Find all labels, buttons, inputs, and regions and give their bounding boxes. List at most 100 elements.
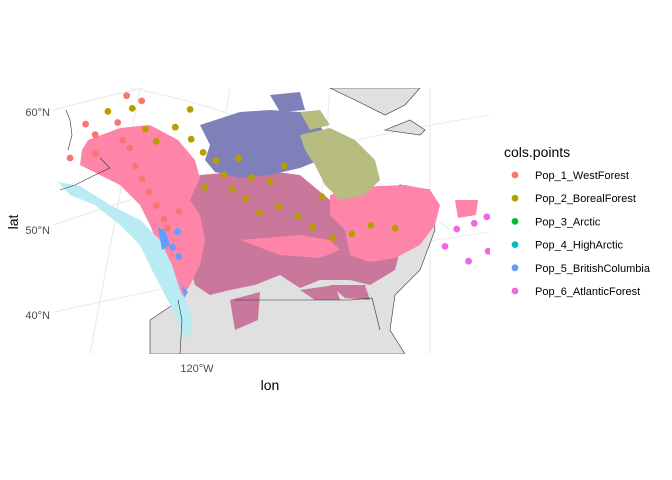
sample-point-pop_3_arctic bbox=[350, 23, 357, 30]
range-boreal bbox=[150, 170, 400, 330]
sample-point-pop_3_arctic bbox=[271, 30, 278, 37]
legend-label: Pop_5_BritishColumbia bbox=[535, 263, 651, 275]
sample-point-pop_3_arctic bbox=[212, 57, 219, 64]
sample-point-pop_3_arctic bbox=[246, 37, 253, 44]
legend-label: Pop_6_AtlanticForest bbox=[535, 286, 640, 298]
x-axis: 120°W bbox=[180, 363, 214, 375]
sample-point-pop_5_britishcolumbia bbox=[169, 244, 176, 251]
range-west bbox=[80, 125, 478, 300]
sample-point-pop_2_borealforest bbox=[220, 171, 228, 179]
sample-point-pop_1_westforest bbox=[82, 120, 89, 128]
map-panel bbox=[54, 0, 528, 354]
sample-point-pop_3_arctic bbox=[261, 61, 268, 68]
sample-point-pop_2_borealforest bbox=[248, 174, 255, 181]
sample-point-pop_3_arctic bbox=[181, 47, 188, 54]
sample-point-pop_2_borealforest bbox=[187, 135, 195, 143]
sample-point-pop_2_borealforest bbox=[128, 105, 136, 112]
sample-point-pop_6_atlanticforest bbox=[483, 213, 490, 221]
sample-point-pop_1_westforest bbox=[114, 119, 122, 126]
sample-point-pop_3_arctic bbox=[203, 33, 210, 40]
sample-point-pop_3_arctic bbox=[287, 20, 294, 27]
sample-point-pop_1_westforest bbox=[132, 162, 139, 170]
sample-point-pop_2_borealforest bbox=[256, 209, 263, 217]
y-axis-title: lat bbox=[5, 215, 21, 230]
sample-point-pop_2_borealforest bbox=[201, 184, 208, 191]
sample-point-pop_6_atlanticforest bbox=[465, 257, 472, 265]
sample-point-pop_1_westforest bbox=[92, 150, 99, 158]
legend-key bbox=[511, 171, 519, 179]
sample-point-pop_5_britishcolumbia bbox=[174, 228, 182, 236]
sample-point-pop_1_westforest bbox=[145, 188, 153, 196]
sample-point-pop_2_borealforest bbox=[199, 149, 207, 156]
sample-point-pop_4_higharctic bbox=[364, 0, 371, 6]
sample-point-pop_1_westforest bbox=[164, 225, 171, 232]
sample-point-pop_4_higharctic bbox=[375, 31, 382, 38]
sample-point-pop_1_westforest bbox=[91, 131, 99, 139]
sample-point-pop_6_atlanticforest bbox=[484, 247, 490, 255]
sample-point-pop_1_westforest bbox=[123, 92, 130, 100]
sample-point-pop_2_borealforest bbox=[171, 123, 179, 131]
x-tick-label: 120°W bbox=[180, 363, 214, 375]
sample-point-pop_5_britishcolumbia bbox=[175, 253, 183, 260]
y-axis: 60°N 50°N 40°N bbox=[25, 107, 50, 322]
sample-point-pop_6_atlanticforest bbox=[453, 225, 461, 233]
sample-point-pop_4_higharctic bbox=[358, 19, 365, 26]
sample-point-pop_3_arctic bbox=[222, 35, 229, 42]
legend-entries: Pop_1_WestForest Pop_2_BorealForest Pop_3_… bbox=[511, 170, 651, 298]
sample-point-pop_2_borealforest bbox=[348, 230, 356, 238]
sample-point-pop_3_arctic bbox=[318, 0, 325, 1]
y-tick-label: 60°N bbox=[25, 107, 50, 119]
range-higharctic bbox=[300, 110, 380, 200]
legend-label: Pop_1_WestForest bbox=[535, 170, 629, 182]
sample-point-pop_3_arctic bbox=[295, 55, 302, 62]
sample-point-pop_2_borealforest bbox=[235, 154, 243, 162]
sample-point-pop_1_westforest bbox=[160, 215, 168, 223]
sample-point-pop_6_atlanticforest bbox=[494, 221, 501, 228]
points-layer bbox=[66, 0, 528, 275]
coastlines bbox=[59, 109, 381, 354]
sample-point-pop_2_borealforest bbox=[294, 213, 302, 221]
legend-title: cols.points bbox=[504, 144, 570, 160]
sample-point-pop_3_arctic bbox=[306, 9, 313, 16]
sample-point-pop_1_westforest bbox=[66, 154, 74, 162]
legend-key bbox=[511, 241, 519, 249]
sample-point-pop_2_borealforest bbox=[142, 125, 149, 133]
sample-point-pop_3_arctic bbox=[315, 45, 322, 52]
sample-point-pop_1_westforest bbox=[153, 202, 160, 210]
sample-point-pop_2_borealforest bbox=[275, 203, 283, 211]
sample-point-pop_2_borealforest bbox=[152, 137, 160, 145]
sample-point-pop_2_borealforest bbox=[309, 223, 316, 231]
y-tick-label: 50°N bbox=[25, 225, 50, 237]
sample-point-pop_1_westforest bbox=[138, 175, 146, 183]
legend-key bbox=[511, 264, 519, 272]
sample-point-pop_2_borealforest bbox=[212, 157, 220, 165]
sample-point-pop_4_higharctic bbox=[392, 44, 399, 51]
x-axis-title: lon bbox=[261, 377, 280, 393]
sample-point-pop_6_atlanticforest bbox=[521, 268, 528, 275]
legend-key bbox=[511, 287, 519, 295]
sample-point-pop_2_borealforest bbox=[318, 193, 326, 201]
sample-point-pop_1_westforest bbox=[119, 136, 127, 144]
range-bc bbox=[58, 182, 192, 340]
sample-point-pop_1_westforest bbox=[175, 208, 183, 215]
sample-point-pop_6_atlanticforest bbox=[441, 243, 449, 250]
sample-point-pop_2_borealforest bbox=[391, 224, 399, 232]
sample-point-pop_4_higharctic bbox=[410, 68, 417, 75]
sample-point-pop_6_atlanticforest bbox=[470, 219, 478, 227]
legend-key bbox=[511, 194, 519, 202]
sample-point-pop_3_arctic bbox=[166, 76, 173, 83]
sample-point-pop_2_borealforest bbox=[280, 162, 288, 170]
sample-point-pop_2_borealforest bbox=[228, 185, 236, 193]
range-bc-core bbox=[158, 228, 188, 298]
legend-key bbox=[511, 218, 519, 225]
sample-point-pop_2_borealforest bbox=[266, 178, 274, 186]
legend-label: Pop_4_HighArctic bbox=[535, 240, 624, 252]
sample-point-pop_3_arctic bbox=[236, 63, 243, 70]
y-tick-label: 40°N bbox=[25, 310, 50, 322]
sample-point-pop_3_arctic bbox=[335, 36, 342, 43]
sample-point-pop_2_borealforest bbox=[367, 222, 375, 229]
sample-point-pop_1_westforest bbox=[138, 97, 146, 105]
sample-point-pop_2_borealforest bbox=[329, 234, 336, 242]
sample-point-pop_2_borealforest bbox=[104, 108, 112, 115]
